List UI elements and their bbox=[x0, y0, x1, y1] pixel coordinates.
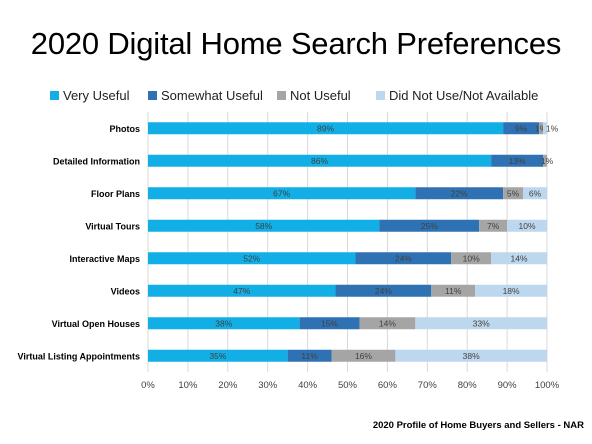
x-tick-label: 40% bbox=[298, 380, 318, 391]
data-label: 1% bbox=[541, 156, 554, 166]
data-label: 16% bbox=[355, 351, 372, 361]
x-tick-label: 20% bbox=[218, 380, 238, 391]
bar-segment bbox=[543, 122, 547, 135]
bar-segment bbox=[148, 122, 504, 135]
chart-title: 2020 Digital Home Search Preferences bbox=[30, 26, 562, 61]
data-label: 14% bbox=[511, 253, 528, 263]
data-label: 22% bbox=[451, 188, 468, 198]
data-label: 10% bbox=[519, 221, 536, 231]
bar-segment bbox=[148, 219, 380, 232]
category-label: Videos bbox=[111, 286, 140, 296]
bar-segment bbox=[415, 187, 504, 200]
x-tick-label: 0% bbox=[141, 380, 155, 391]
bar-segment bbox=[148, 187, 416, 200]
bar-segment bbox=[479, 219, 508, 232]
bar-segment bbox=[331, 349, 396, 362]
bar-segment bbox=[451, 252, 492, 265]
category-label: Virtual Open Houses bbox=[52, 319, 140, 329]
bar-segment bbox=[148, 317, 300, 330]
data-label: 11% bbox=[445, 286, 462, 296]
data-label: 6% bbox=[529, 188, 542, 198]
legend-label: Did Not Use/Not Available bbox=[389, 87, 539, 103]
legend-swatch bbox=[277, 90, 286, 100]
legend-item-3: Not Useful bbox=[277, 87, 351, 103]
data-label: 58% bbox=[255, 221, 272, 231]
data-label: 1% bbox=[546, 123, 559, 133]
legend-swatch bbox=[376, 90, 385, 100]
data-label: 10% bbox=[463, 253, 480, 263]
category-label: Floor Plans bbox=[91, 189, 140, 199]
bar-segment bbox=[503, 122, 540, 135]
bar-segment bbox=[148, 154, 492, 167]
bar-segment bbox=[491, 252, 547, 265]
legend-label: Not Useful bbox=[290, 87, 351, 103]
category-label: Virtual Tours bbox=[85, 221, 140, 231]
data-label: 47% bbox=[233, 286, 250, 296]
bar-segment bbox=[148, 252, 356, 265]
x-tick-label: 50% bbox=[338, 380, 358, 391]
legend-item-4: Did Not Use/Not Available bbox=[376, 87, 538, 103]
legend-item-1: Very Useful bbox=[50, 87, 129, 103]
bar-segment bbox=[359, 317, 416, 330]
data-label: 11% bbox=[301, 351, 318, 361]
data-label: 14% bbox=[379, 318, 396, 328]
data-label: 18% bbox=[503, 286, 520, 296]
x-tick-label: 30% bbox=[258, 380, 278, 391]
data-label: 86% bbox=[311, 156, 328, 166]
bar-segment bbox=[475, 284, 547, 297]
bar-segment bbox=[507, 219, 547, 232]
data-label: 5% bbox=[507, 188, 520, 198]
data-label: 35% bbox=[209, 351, 226, 361]
data-label: 33% bbox=[473, 318, 490, 328]
bar-segment bbox=[543, 154, 547, 167]
x-tick-label: 10% bbox=[178, 380, 198, 391]
data-label: 15% bbox=[321, 318, 338, 328]
bar-segment bbox=[148, 349, 288, 362]
x-tick-label: 60% bbox=[378, 380, 398, 391]
bar-segment bbox=[539, 122, 544, 135]
x-tick-label: 70% bbox=[418, 380, 438, 391]
bar-segment bbox=[395, 349, 547, 362]
data-label: 38% bbox=[215, 318, 232, 328]
bar-segment bbox=[415, 317, 547, 330]
x-tick-label: 100% bbox=[535, 380, 560, 391]
data-label: 52% bbox=[243, 253, 260, 263]
bar-segment bbox=[379, 219, 480, 232]
data-label: 13% bbox=[509, 156, 526, 166]
chart-legend: Very Useful Somewhat Useful Not Useful Did … bbox=[50, 87, 550, 103]
data-label: 25% bbox=[421, 221, 438, 231]
bar-segment bbox=[299, 317, 360, 330]
bar-segment bbox=[523, 187, 547, 200]
source-note: 2020 Profile of Home Buyers and Sellers … bbox=[372, 420, 584, 431]
data-label: 24% bbox=[395, 253, 412, 263]
x-tick-label: 80% bbox=[458, 380, 478, 391]
legend-swatch bbox=[148, 90, 157, 100]
data-label: 89% bbox=[317, 123, 334, 133]
bar-segment bbox=[355, 252, 452, 265]
category-label: Interactive Maps bbox=[69, 254, 140, 264]
bar-segment bbox=[148, 284, 336, 297]
data-label: 24% bbox=[375, 286, 392, 296]
category-label: Detailed Information bbox=[53, 156, 140, 166]
category-label: Virtual Listing Appointments bbox=[17, 351, 140, 361]
bar-segment bbox=[335, 284, 432, 297]
category-label: Photos bbox=[110, 124, 141, 134]
legend-swatch bbox=[50, 90, 59, 100]
bar-segment bbox=[287, 349, 332, 362]
data-label: 38% bbox=[463, 351, 480, 361]
legend-label: Very Useful bbox=[63, 87, 130, 103]
bar-segment bbox=[431, 284, 476, 297]
legend-item-2: Somewhat Useful bbox=[148, 87, 263, 103]
legend-label: Somewhat Useful bbox=[161, 87, 263, 103]
bar-segment bbox=[491, 154, 544, 167]
data-label: 9% bbox=[515, 123, 528, 133]
data-label: 67% bbox=[273, 188, 290, 198]
bar-segment bbox=[503, 187, 524, 200]
data-label: 7% bbox=[487, 221, 500, 231]
data-label: 1% bbox=[535, 123, 548, 133]
x-tick-label: 90% bbox=[498, 380, 518, 391]
